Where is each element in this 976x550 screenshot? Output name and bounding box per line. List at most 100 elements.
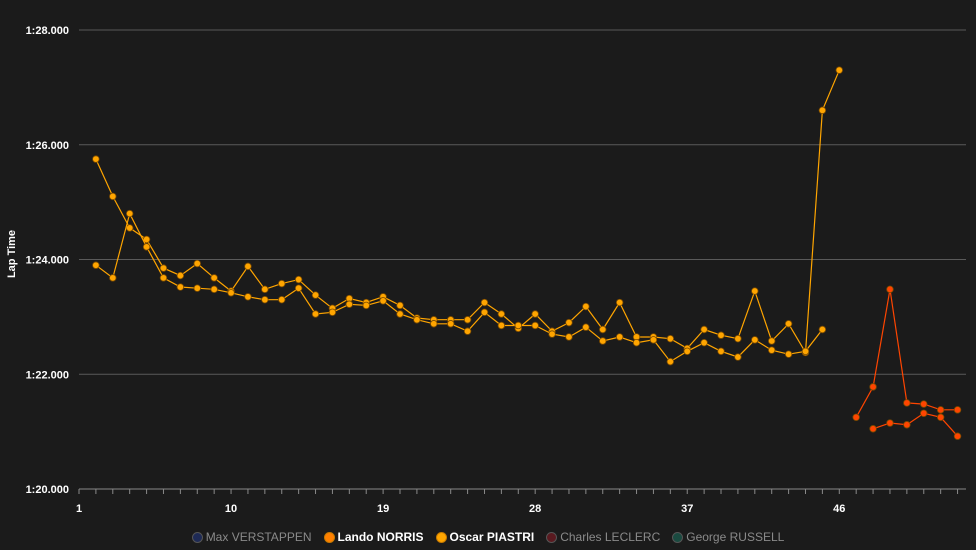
data-point[interactable] [903,399,911,407]
data-point[interactable] [666,357,675,366]
data-point[interactable] [244,293,252,301]
data-point[interactable] [210,285,218,294]
data-point[interactable] [227,289,235,297]
data-point[interactable] [142,243,151,251]
data-point[interactable] [599,337,607,345]
data-point[interactable] [869,425,877,433]
data-point[interactable] [159,274,168,282]
data-point[interactable] [92,261,100,269]
data-point[interactable] [734,334,742,343]
legend-item-george-russell[interactable]: George RUSSELL [672,530,784,544]
grid-layer [79,29,966,490]
data-point[interactable] [294,284,303,292]
data-point[interactable] [379,297,387,305]
legend-item-oscar-piastri[interactable]: Oscar PIASTRI [435,530,534,544]
y-tick-label: 1:22.000 [26,369,69,381]
data-point[interactable] [953,406,962,414]
data-point[interactable] [463,327,472,335]
data-point[interactable] [751,336,759,344]
axis-layer: 1:20.000 1:22.000 1:24.000 1:26.000 1:28.000… [26,25,959,515]
data-point[interactable] [480,298,489,307]
data-point[interactable] [514,321,522,330]
data-point[interactable] [125,209,134,218]
data-point[interactable] [784,320,793,328]
data-point[interactable] [582,323,590,331]
data-point[interactable] [903,421,911,429]
data-point[interactable] [869,383,877,391]
data-point[interactable] [717,331,725,339]
data-point[interactable] [768,337,776,345]
data-point[interactable] [818,325,827,334]
y-tick-label: 1:20.000 [26,484,69,496]
y-tick-label: 1:26.000 [26,140,69,152]
data-point[interactable] [615,333,624,341]
data-point[interactable] [311,291,320,299]
data-point[interactable] [176,283,185,291]
data-point[interactable] [953,432,962,440]
data-point[interactable] [531,310,539,318]
data-point[interactable] [886,419,894,427]
data-point[interactable] [362,301,370,310]
data-point[interactable] [193,284,201,292]
data-point[interactable] [565,318,573,327]
data-point[interactable] [311,310,320,318]
data-point[interactable] [446,320,455,328]
legend-item-max-verstappen[interactable]: Max VERSTAPPEN [191,530,312,544]
data-point[interactable] [700,325,708,334]
series-oscar-piastri [92,209,962,421]
data-point[interactable] [193,259,201,268]
data-point[interactable] [920,400,928,408]
data-point[interactable] [683,347,691,355]
data-point[interactable] [413,316,421,324]
data-point[interactable] [109,192,117,201]
data-point[interactable] [768,346,776,354]
data-point[interactable] [751,287,759,295]
x-tick-label: 19 [377,503,389,515]
data-point[interactable] [463,316,472,324]
data-point[interactable] [176,271,185,280]
data-point[interactable] [582,302,590,311]
data-point[interactable] [531,321,539,330]
data-point[interactable] [548,330,556,338]
data-point[interactable] [497,321,506,330]
data-point[interactable] [497,310,506,318]
data-point[interactable] [328,308,337,316]
data-point[interactable] [396,310,404,318]
data-point[interactable] [649,336,658,344]
data-point[interactable] [632,338,641,347]
data-point[interactable] [615,298,624,307]
data-point[interactable] [159,264,168,272]
data-point[interactable] [835,66,843,74]
data-point[interactable] [936,413,945,421]
data-point[interactable] [109,274,117,282]
data-point[interactable] [294,275,303,284]
data-point[interactable] [599,325,607,334]
data-point[interactable] [734,353,742,361]
legend-item-lando-norris[interactable]: Lando NORRIS [323,530,424,544]
data-point[interactable] [92,155,100,163]
data-point[interactable] [345,300,354,308]
data-point[interactable] [818,106,827,115]
data-point[interactable] [278,279,286,288]
data-point[interactable] [852,413,860,421]
data-point[interactable] [565,333,573,341]
series-line [95,211,823,363]
data-point[interactable] [125,224,134,232]
data-point[interactable] [920,409,928,417]
data-point[interactable] [430,320,438,328]
data-point[interactable] [886,285,894,294]
data-point[interactable] [717,347,725,355]
data-point[interactable] [936,406,945,414]
data-point[interactable] [801,347,810,355]
data-point[interactable] [278,295,286,304]
data-point[interactable] [480,308,489,316]
data-point[interactable] [244,262,252,271]
data-point[interactable] [784,350,793,358]
data-point[interactable] [261,285,269,294]
data-point[interactable] [210,274,218,282]
data-point[interactable] [666,334,675,343]
data-point[interactable] [261,295,269,304]
data-point[interactable] [396,301,404,310]
data-point[interactable] [700,338,708,347]
legend-item-charles-leclerc[interactable]: Charles LECLERC [546,530,660,544]
